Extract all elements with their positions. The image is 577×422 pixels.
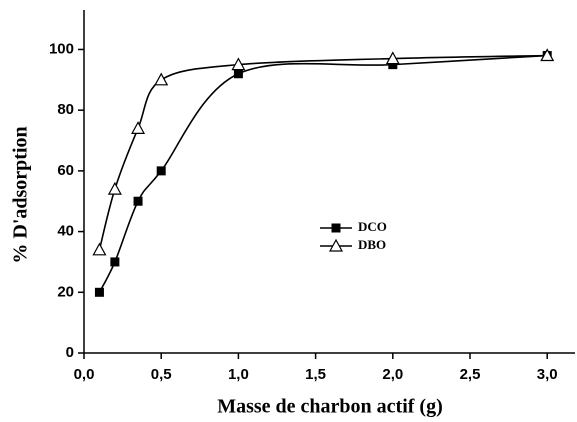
data-point [133,196,143,206]
data-point [156,166,166,176]
data-point [107,181,122,195]
x-tick-label: 0,5 [151,366,172,383]
data-point [233,69,243,79]
y-axis-title: % D'adsorption [10,126,32,263]
series-line [98,54,548,250]
data-point [231,57,246,71]
x-tick-label: 1,0 [228,366,249,383]
y-tick-label: 80 [57,101,74,118]
x-axis-title: Masse de charbon actif (g) [217,396,443,418]
legend-marker [331,223,341,233]
data-point [94,287,104,297]
y-tick-label: 0 [66,344,74,361]
data-point [540,48,555,62]
y-tick-label: 40 [57,223,74,240]
data-point [131,121,146,134]
x-tick-label: 2,5 [460,366,481,383]
x-tick-label: 2,0 [382,366,403,383]
legend-text: DCO [358,219,387,234]
x-tick-label: 3,0 [537,366,558,383]
legend-marker [328,238,344,252]
data-point [154,72,169,86]
legend-text: DBO [358,237,386,252]
y-tick-label: 20 [57,283,74,300]
data-point [385,51,400,65]
x-tick-label: 1,5 [305,366,326,383]
series-line [98,54,548,293]
y-tick-label: 60 [57,162,74,179]
data-point [110,257,120,267]
data-point [92,242,107,256]
x-tick-label: 0,0 [74,366,95,383]
data-point [388,60,398,70]
y-tick-label: 100 [49,40,74,57]
